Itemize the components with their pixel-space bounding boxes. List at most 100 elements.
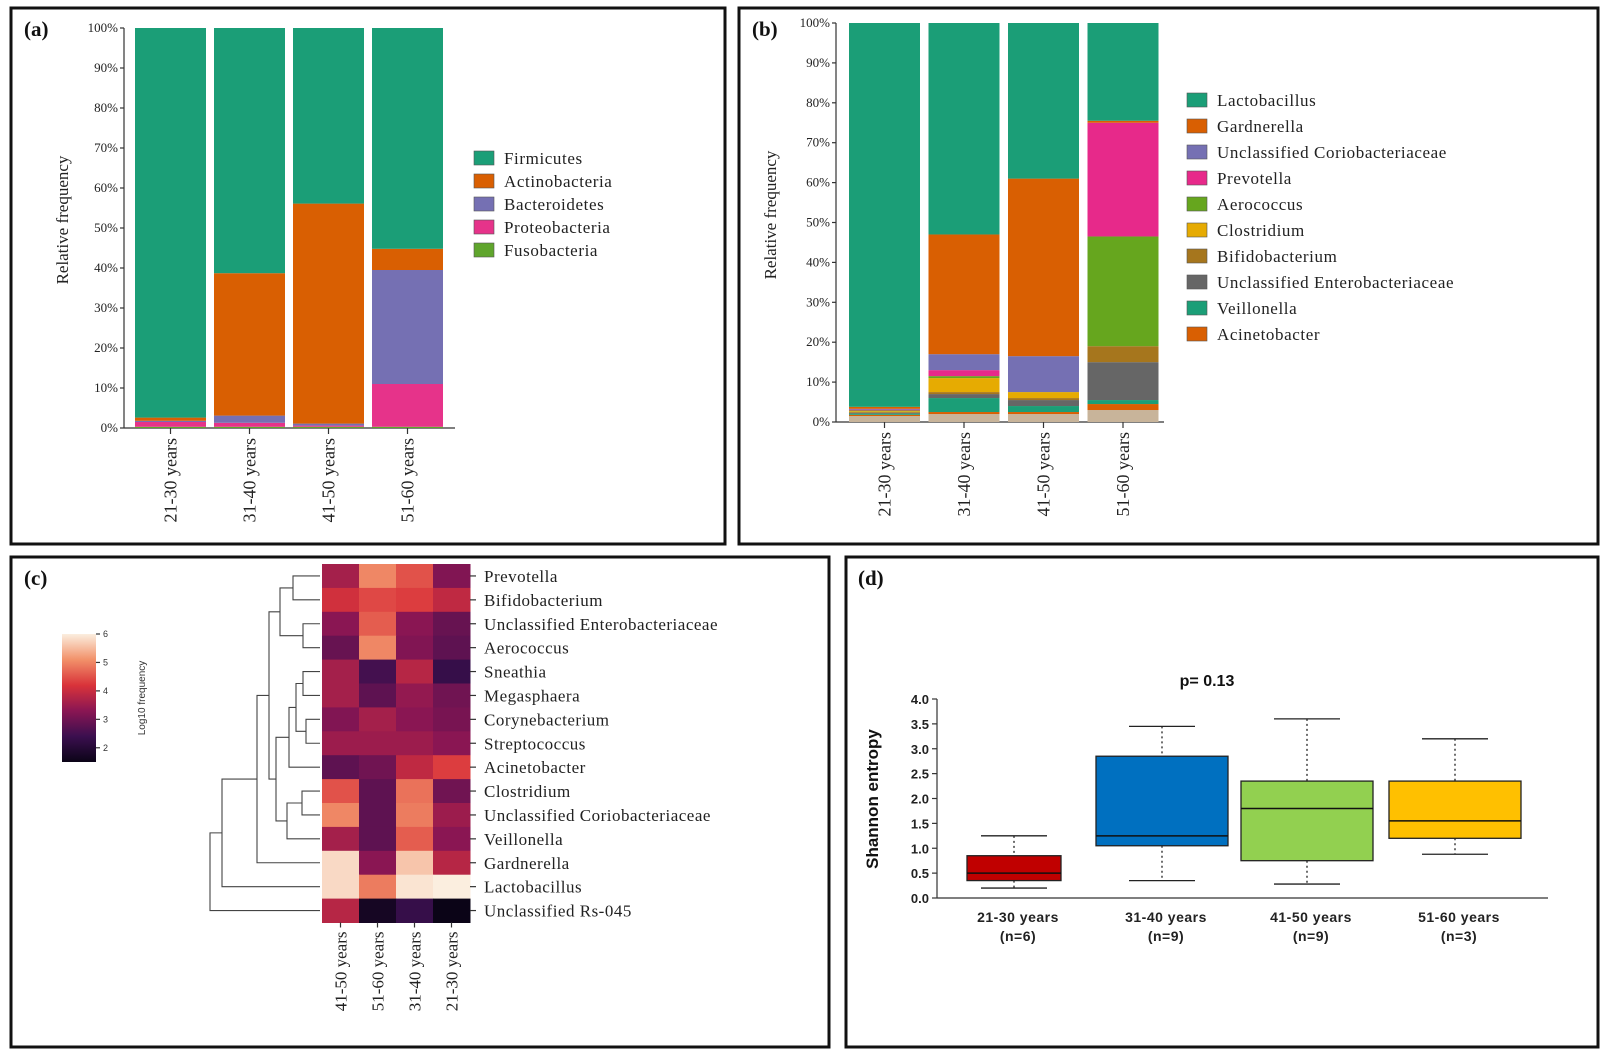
heatmap-cell-sneathia-21-30-years (433, 659, 471, 684)
bar-minor-taxa-51-60-years (1087, 410, 1159, 422)
legend-item-prevotella: Prevotella (1217, 169, 1292, 188)
bar-fusobacteria-21-30-years (135, 426, 206, 428)
heatmap-cell-prevotella-31-40-years (396, 564, 434, 589)
bar-gardnerella-31-40-years (928, 234, 1000, 355)
y-tick-label: 10% (806, 374, 830, 389)
dendrogram-branch (302, 671, 320, 696)
p-value-label: p= 0.13 (1180, 673, 1235, 690)
sample-size-label: (n=9) (1148, 928, 1184, 944)
dendrogram-branch (305, 718, 320, 744)
legend-swatch-aerococcus (1186, 196, 1208, 212)
panel-b-chart: Relative frequency 0% 10% 20% 30% 40% 50% 60% 7… (761, 15, 1454, 516)
legend-item-acinetobacter: Acinetobacter (1217, 325, 1320, 344)
bar-firmicutes-31-40-years (214, 28, 285, 274)
heatmap-cell-acinetobacter-41-50-years (322, 755, 360, 780)
heatmap-cell-aerococcus-21-30-years (433, 635, 471, 661)
bar-firmicutes-21-30-years (135, 28, 206, 418)
y-tick-label: 4.0 (911, 692, 929, 707)
bar-acinetobacter-21-30-years (849, 414, 920, 417)
bar-lactobacillus-21-30-years (849, 23, 920, 407)
legend-swatch-actinobacteria (473, 173, 495, 189)
heatmap-cell-bifidobacterium-41-50-years (322, 587, 360, 613)
y-tick-label: 100% (88, 20, 119, 35)
heatmap-cell-lactobacillus-21-30-years (433, 874, 471, 900)
bar-bacteroidetes-31-40-years (214, 415, 285, 423)
bar-proteobacteria-41-50-years (293, 425, 364, 427)
bar-gardnerella-21-30-years (849, 406, 920, 409)
panel-d-ylabel: Shannon entropy (863, 729, 882, 869)
heatmap-column-label: 31-40 years (406, 932, 425, 1012)
legend-item-bifidobacterium: Bifidobacterium (1217, 247, 1337, 266)
heatmap-cell-clostridium-51-60-years (359, 779, 397, 804)
bar-acinetobacter-51-60-years (1087, 404, 1159, 411)
y-tick-label: 1.0 (911, 841, 929, 856)
heatmap-cell-corynebacterium-51-60-years (359, 707, 397, 732)
y-tick-label: 3.5 (911, 717, 929, 732)
heatmap-cell-streptococcus-31-40-years (396, 731, 434, 756)
heatmap-row-label: Veillonella (484, 830, 563, 849)
x-tick-label: 21-30 years (161, 438, 181, 522)
x-tick-label: 41-50 years (1270, 909, 1352, 925)
bar-unclassified-enterobacteriaceae-41-50-years (1008, 400, 1079, 407)
box-31-40-years (1095, 725, 1229, 882)
bar-gardnerella-41-50-years (1008, 178, 1079, 357)
bar-prevotella-31-40-years (928, 370, 1000, 377)
heatmap-cell-aerococcus-51-60-years (359, 635, 397, 661)
bar-actinobacteria-21-30-years (135, 417, 206, 421)
legend-item-unclassified-coriobacteriaceae: Unclassified Coriobacteriaceae (1217, 143, 1447, 162)
heatmap-cell-streptococcus-41-50-years (322, 731, 360, 756)
bar-actinobacteria-41-50-years (293, 203, 364, 424)
x-tick-label: 31-40 years (1125, 909, 1207, 925)
heatmap-cell-clostridium-31-40-years (396, 779, 434, 804)
bar-veillonella-41-50-years (1008, 406, 1079, 413)
heatmap-cell-corynebacterium-41-50-years (322, 707, 360, 732)
heatmap-cell-unclassified-rs-045-31-40-years (396, 898, 434, 923)
bar-proteobacteria-31-40-years (214, 422, 285, 427)
heatmap-row-label: Streptococcus (484, 734, 586, 753)
bar-bacteroidetes-21-30-years (135, 420, 206, 422)
heatmap-cell-unclassified-enterobacteriaceae-21-30-years (433, 611, 471, 637)
x-tick-label: 21-30 years (875, 432, 895, 516)
sample-size-label: (n=9) (1293, 928, 1329, 944)
y-tick-label: 90% (94, 60, 118, 75)
panel-d-letter: (d) (858, 566, 884, 590)
y-tick-label: 0.5 (911, 866, 929, 881)
y-tick-label: 100% (800, 15, 831, 30)
heatmap-row-label: Megasphaera (484, 686, 580, 705)
bar-clostridium-21-30-years (849, 411, 920, 413)
heatmap-cell-bifidobacterium-31-40-years (396, 587, 434, 613)
legend-item-fusobacteria: Fusobacteria (504, 241, 598, 260)
bar-unclassified-enterobacteriaceae-31-40-years (928, 394, 1000, 399)
y-tick-label: 10% (94, 380, 118, 395)
legend-item-firmicutes: Firmicutes (504, 149, 583, 168)
heatmap-cell-megasphaera-41-50-years (322, 683, 360, 708)
heatmap-column-label: 51-60 years (369, 932, 388, 1012)
bar-prevotella-51-60-years (1087, 122, 1159, 237)
heatmap-cell-bifidobacterium-21-30-years (433, 587, 471, 613)
heatmap-cell-prevotella-21-30-years (433, 564, 471, 589)
heatmap-cell-lactobacillus-51-60-years (359, 874, 397, 900)
bar-aerococcus-51-60-years (1087, 236, 1159, 347)
heatmap-cell-unclassified-rs-045-21-30-years (433, 898, 471, 923)
y-tick-label: 20% (806, 334, 830, 349)
y-tick-label: 50% (94, 220, 118, 235)
y-tick-label: 30% (94, 300, 118, 315)
bar-fusobacteria-41-50-years (293, 426, 364, 428)
bar-minor-taxa-31-40-years (928, 414, 1000, 422)
bar-lactobacillus-41-50-years (1008, 23, 1079, 179)
panel-a-frame (9, 6, 727, 546)
heatmap-cell-corynebacterium-31-40-years (396, 707, 434, 732)
colorbar-tick-label: 5 (103, 657, 108, 667)
bar-unclassified-coriobacteriaceae-41-50-years (1008, 356, 1079, 393)
panel-a-chart: Relative frequency 0% 10% 20% 30% 40% 50% 60% 7… (53, 20, 612, 522)
bar-aerococcus-21-30-years (849, 410, 920, 412)
bar-actinobacteria-31-40-years (214, 273, 285, 416)
y-tick-label: 2.0 (911, 792, 929, 807)
bar-lactobacillus-31-40-years (928, 23, 1000, 235)
heatmap-row-label: Unclassified Rs-045 (484, 902, 632, 921)
legend-item-unclassified-enterobacteriaceae: Unclassified Enterobacteriaceae (1217, 273, 1454, 292)
heatmap-cell-unclassified-rs-045-51-60-years (359, 898, 397, 923)
bar-minor-taxa-21-30-years (849, 416, 920, 422)
colorbar (62, 634, 96, 762)
legend-item-aerococcus: Aerococcus (1217, 195, 1303, 214)
